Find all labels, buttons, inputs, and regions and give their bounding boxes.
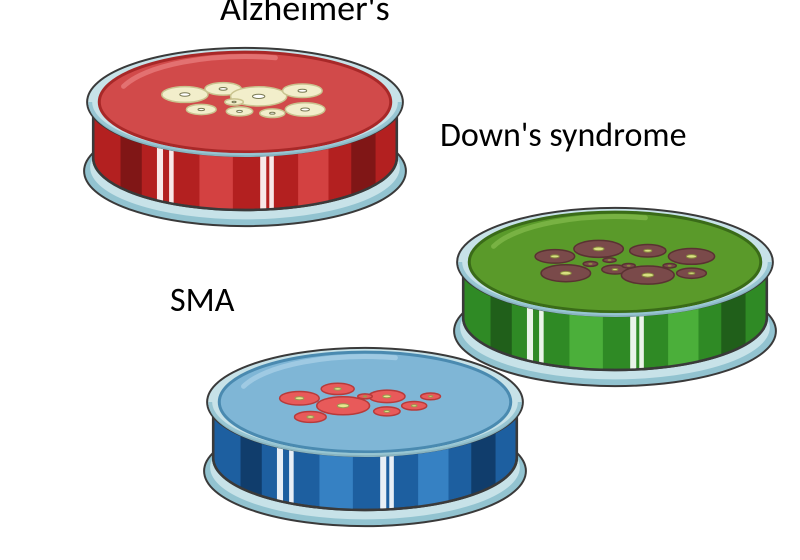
downs-label: Down's syndrome <box>440 115 686 156</box>
sma-label: SMA <box>170 280 234 321</box>
sma-dish <box>200 330 530 530</box>
diagram-stage: Alzheimer's Down's syndrome SMA <box>0 0 800 560</box>
alzheimers-label: Alzheimer's <box>220 0 390 30</box>
alzheimers-dish <box>80 30 410 230</box>
